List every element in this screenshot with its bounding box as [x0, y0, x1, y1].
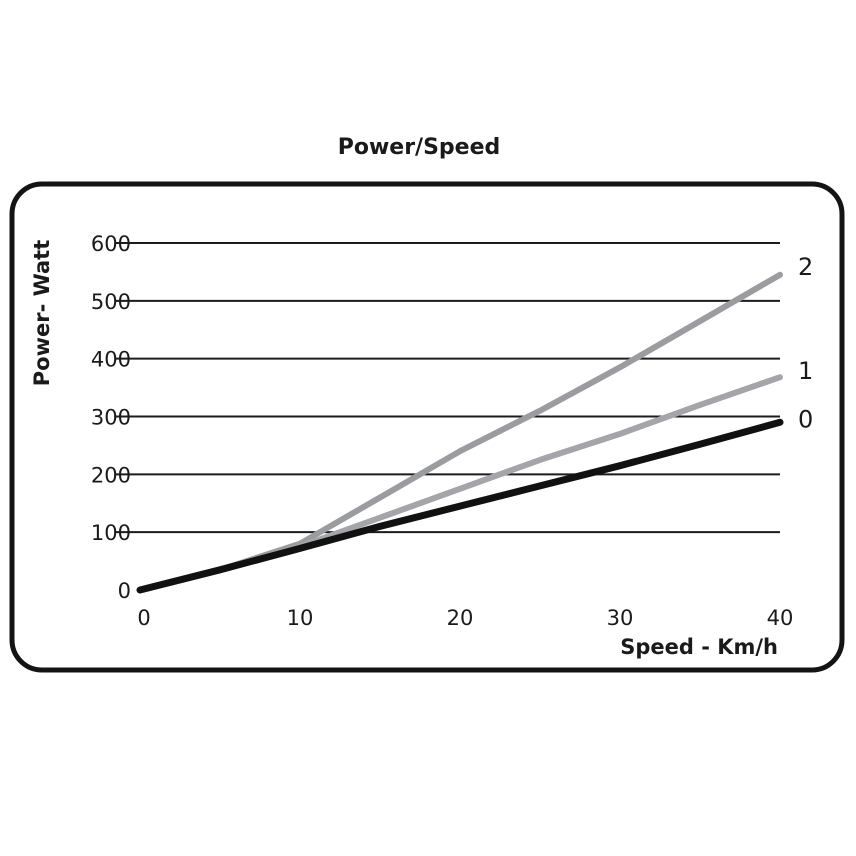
y-tick-label: 100 [91, 521, 131, 545]
series-line-1 [137, 374, 783, 593]
y-tick-label: 300 [91, 406, 131, 430]
grid-lines [116, 242, 780, 534]
y-tick-label: 0 [118, 579, 131, 603]
x-tick-label: 10 [287, 606, 314, 630]
y-tick-label: 200 [91, 463, 131, 487]
y-axis-label: Power- Watt [30, 240, 54, 387]
y-tick-label: 600 [91, 232, 131, 256]
chart-frame [9, 181, 845, 673]
x-tick-label: 20 [447, 606, 474, 630]
y-tick-label: 400 [91, 348, 131, 372]
series-label-2: 2 [798, 253, 813, 281]
x-tick-label: 0 [137, 606, 150, 630]
series-labels: 2 1 0 [798, 253, 813, 433]
y-tick-labels: 0 100 200 300 400 500 600 [91, 232, 131, 603]
series-lines [136, 271, 784, 594]
chart-title: Power/Speed [338, 135, 501, 160]
series-line-2 [137, 271, 783, 593]
x-axis-label: Speed - Km/h [620, 635, 778, 659]
x-tick-label: 30 [607, 606, 634, 630]
series-label-1: 1 [798, 357, 813, 385]
x-tick-labels: 0 10 20 30 40 [137, 606, 793, 630]
series-line-0 [136, 418, 784, 594]
x-tick-label: 40 [767, 606, 794, 630]
y-tick-label: 500 [91, 290, 131, 314]
series-label-0: 0 [798, 405, 813, 433]
